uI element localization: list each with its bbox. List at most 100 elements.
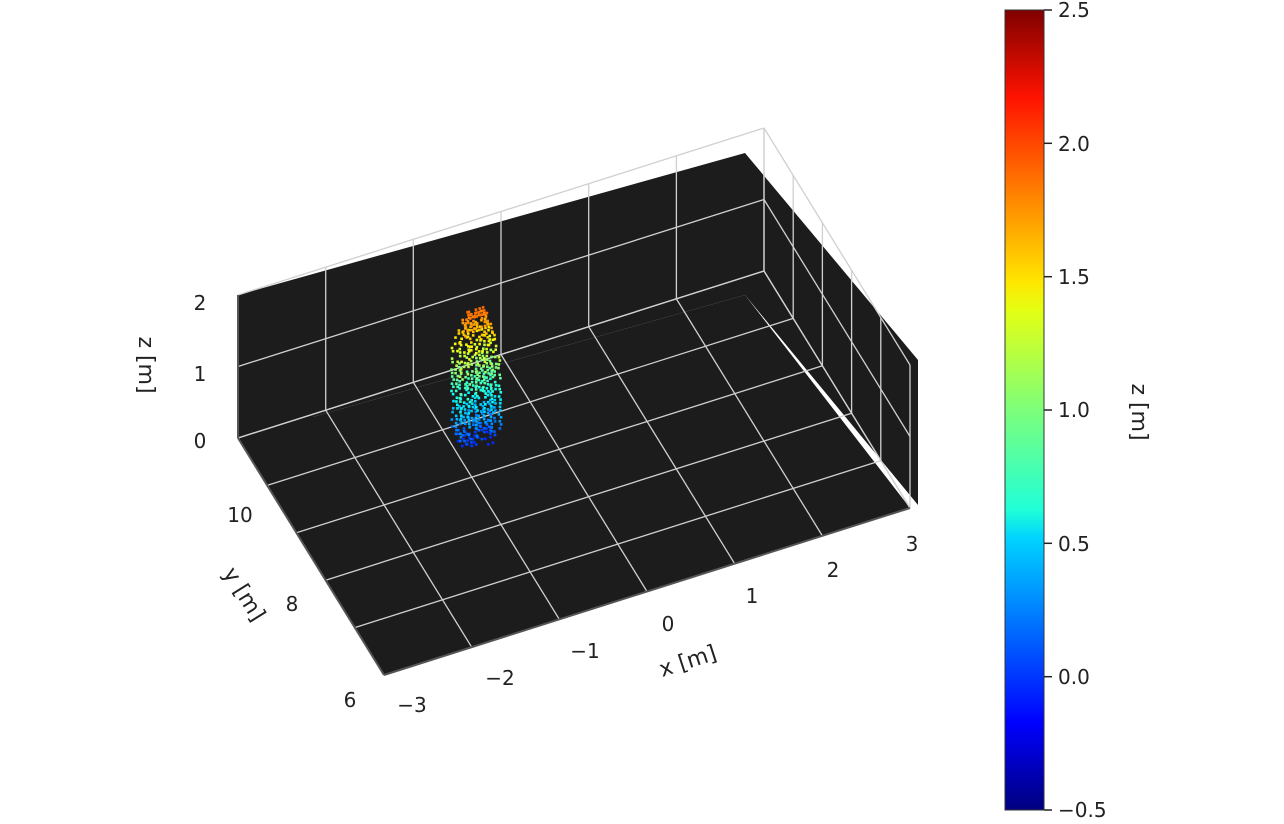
y-tick-label: 8	[286, 592, 299, 616]
scatter-point	[490, 355, 493, 359]
scatter-point	[477, 418, 481, 421]
scatter-point	[456, 439, 460, 443]
scatter-point	[479, 388, 483, 392]
scatter-point	[469, 322, 473, 325]
z-tick-label: 2	[194, 291, 207, 315]
scatter-point	[467, 316, 471, 320]
scatter-point	[466, 372, 470, 376]
scatter-point	[471, 370, 474, 373]
scatter-point	[483, 320, 487, 324]
scatter-point	[474, 391, 478, 395]
scatter-point	[470, 399, 473, 402]
scatter-point	[464, 393, 467, 397]
scatter-point	[459, 418, 463, 421]
scatter-point	[486, 443, 490, 446]
scatter-point	[489, 391, 492, 395]
scatter-point	[499, 416, 503, 419]
scatter-point	[488, 338, 492, 341]
scatter-point	[467, 310, 471, 314]
scatter-point	[466, 352, 470, 355]
scatter-point	[499, 401, 502, 405]
y-tick-label: 6	[344, 688, 357, 712]
scatter-point	[485, 430, 489, 434]
scatter-point	[475, 434, 479, 437]
scatter-point	[499, 398, 502, 401]
scatter-point	[456, 360, 459, 364]
scatter-point	[475, 338, 479, 342]
scatter-point	[481, 306, 485, 309]
scatter-point	[489, 432, 492, 435]
scatter-point	[454, 421, 458, 425]
scatter-point	[483, 317, 487, 321]
scatter-point	[486, 393, 490, 397]
scatter-point	[478, 342, 481, 346]
scatter-point	[474, 308, 478, 311]
scatter-point	[475, 322, 479, 325]
scatter-point	[494, 362, 498, 366]
scatter-point	[468, 400, 472, 404]
scatter-point	[475, 420, 478, 423]
x-tick-label: 0	[662, 612, 675, 636]
scatter-point	[492, 350, 495, 354]
scatter-point	[467, 404, 471, 408]
scatter-point	[464, 383, 467, 386]
scatter-point	[482, 414, 486, 417]
scatter-point	[480, 328, 484, 331]
scatter-point	[450, 346, 454, 350]
scatter-point	[483, 381, 487, 385]
scatter-point	[488, 366, 492, 370]
scatter-point	[468, 436, 471, 439]
scatter-point	[477, 396, 481, 400]
colorbar-tick-label: 1.0	[1058, 398, 1090, 422]
scatter-point	[497, 395, 501, 398]
scatter-point	[478, 424, 482, 428]
scatter-point	[491, 368, 495, 372]
scatter-point	[499, 423, 503, 426]
scatter-point	[481, 389, 485, 393]
scatter-point	[494, 409, 497, 412]
scatter-point	[489, 413, 493, 416]
scatter-point	[465, 318, 468, 321]
scatter-point	[493, 395, 497, 398]
scatter-point	[460, 371, 463, 374]
scatter-point	[484, 403, 487, 406]
scatter-point	[458, 396, 462, 400]
scatter-point	[473, 353, 477, 357]
scatter-point	[467, 422, 471, 426]
back-pane	[238, 153, 745, 438]
scatter-point	[474, 416, 478, 420]
scatter-point	[488, 425, 491, 429]
y-axis-label: y [m]	[217, 563, 269, 626]
scatter-point	[484, 392, 487, 395]
scatter-point	[466, 397, 470, 401]
scatter-point	[452, 399, 455, 403]
scatter-point	[475, 435, 479, 439]
side-grid-line	[763, 199, 911, 437]
scatter-point	[489, 322, 493, 326]
scatter-point	[470, 341, 473, 344]
scatter-point	[457, 428, 460, 432]
scatter-point	[468, 350, 471, 353]
scatter-point	[484, 326, 487, 330]
x-tick-label: 2	[827, 558, 840, 582]
scatter-point	[493, 398, 497, 402]
scatter-point	[455, 378, 459, 382]
scatter-point	[471, 355, 474, 359]
scatter-point	[480, 309, 484, 313]
scatter-point	[455, 396, 459, 400]
scatter-point	[490, 326, 493, 330]
right-pane	[745, 153, 918, 505]
scatter-point	[477, 414, 481, 418]
scatter-point	[498, 373, 501, 377]
scatter-point	[487, 339, 491, 343]
scatter-point	[483, 309, 486, 312]
scatter-point	[482, 400, 486, 404]
scatter-point	[475, 329, 479, 333]
scatter-point	[474, 388, 478, 391]
scatter-point	[478, 335, 481, 339]
scatter-point	[457, 365, 461, 369]
scatter-point	[493, 420, 497, 423]
scatter-point	[458, 383, 461, 387]
scatter-point	[464, 375, 467, 379]
scatter-point	[458, 439, 462, 443]
